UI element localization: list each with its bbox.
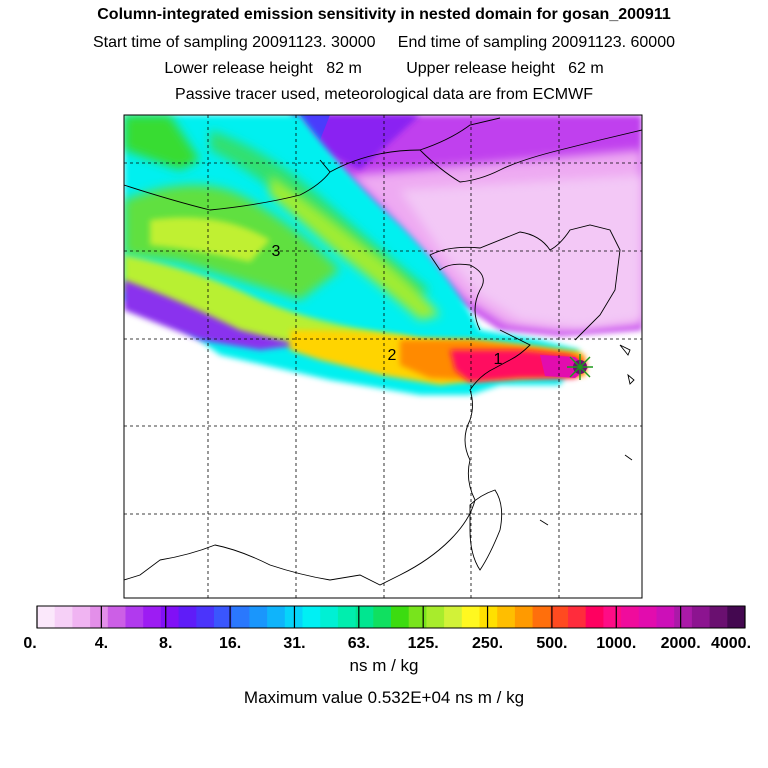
colorbar-cell bbox=[727, 606, 746, 628]
colorbar-cell bbox=[426, 606, 445, 628]
plume-label-2: 2 bbox=[388, 347, 397, 364]
colorbar-cell bbox=[337, 606, 357, 628]
colorbar-cell bbox=[90, 606, 109, 628]
sampling-time-line: Start time of sampling 20091123. 30000 E… bbox=[92, 34, 675, 51]
colorbar-tick-label: 4000. bbox=[711, 635, 751, 652]
colorbar-units-label: ns m / kg bbox=[349, 656, 419, 675]
colorbar-cell bbox=[603, 606, 622, 628]
colorbar-cell bbox=[638, 606, 657, 628]
colorbar-cell bbox=[391, 606, 410, 628]
colorbar-tick-label: 4. bbox=[95, 635, 108, 652]
colorbar-cell bbox=[479, 606, 498, 628]
colorbar-tick-label: 125. bbox=[408, 635, 439, 652]
colorbar-cell bbox=[214, 606, 233, 628]
colorbar-cell bbox=[249, 606, 268, 628]
colorbar-cell bbox=[461, 606, 480, 628]
colorbar-tick-label: 0. bbox=[23, 635, 36, 652]
colorbar-cell bbox=[532, 606, 551, 628]
colorbar-cell bbox=[709, 606, 728, 628]
colorbar-cell bbox=[107, 606, 126, 628]
colorbar-cell bbox=[37, 606, 56, 628]
colorbar-cell bbox=[355, 606, 374, 628]
colorbar-cell bbox=[231, 606, 250, 628]
colorbar-frame bbox=[36, 605, 746, 629]
colorbar-cell bbox=[196, 606, 215, 628]
colorbar-cell bbox=[320, 606, 339, 628]
colorbar-cell bbox=[125, 606, 144, 628]
plume-label-1: 1 bbox=[494, 351, 503, 368]
colorbar-cell bbox=[160, 606, 180, 628]
colorbar-cell bbox=[568, 606, 587, 628]
map-frame bbox=[123, 114, 643, 599]
colorbar-tick-label: 2000. bbox=[661, 635, 701, 652]
colorbar-cell bbox=[656, 606, 675, 628]
colorbar-tick-label: 8. bbox=[159, 635, 172, 652]
maximum-value-label: Maximum value 0.532E+04 ns m / kg bbox=[243, 688, 525, 707]
colorbar-cell bbox=[143, 606, 162, 628]
plume-layer-low bbox=[290, 115, 642, 336]
colorbar-tick-label: 500. bbox=[536, 635, 567, 652]
lat-lon-grid bbox=[124, 115, 642, 598]
colorbar-cell bbox=[514, 606, 534, 628]
colorbar-tick-label: 1000. bbox=[596, 635, 636, 652]
colorbar-tick-label: 250. bbox=[472, 635, 503, 652]
colorbar-cell bbox=[550, 606, 569, 628]
colorbar-cell bbox=[585, 606, 604, 628]
colorbar-cell bbox=[267, 606, 286, 628]
colorbar-cell bbox=[302, 606, 321, 628]
tracer-info-line: Passive tracer used, meteorological data… bbox=[175, 86, 593, 103]
plume-label-3: 3 bbox=[272, 243, 281, 260]
colorbar-cell bbox=[621, 606, 640, 628]
receptor-marker bbox=[567, 354, 593, 380]
colorbar-tick-label: 16. bbox=[219, 635, 241, 652]
colorbar-cell bbox=[497, 606, 516, 628]
colorbar-cell bbox=[373, 606, 392, 628]
colorbar-cell bbox=[408, 606, 427, 628]
colorbar-cell bbox=[691, 606, 711, 628]
colorbar-cell bbox=[72, 606, 91, 628]
colorbar-tick-label: 31. bbox=[283, 635, 305, 652]
colorbar-tick-label: 63. bbox=[348, 635, 370, 652]
colorbar-cell bbox=[54, 606, 73, 628]
chart-title: Column-integrated emission sensitivity i… bbox=[97, 6, 671, 23]
plume-layer-high bbox=[290, 330, 588, 385]
colorbar-cell bbox=[444, 606, 463, 628]
colorbar-cell bbox=[674, 606, 693, 628]
colorbar-cell bbox=[178, 606, 197, 628]
release-height-line: Lower release height 82 m Upper release … bbox=[164, 60, 604, 77]
